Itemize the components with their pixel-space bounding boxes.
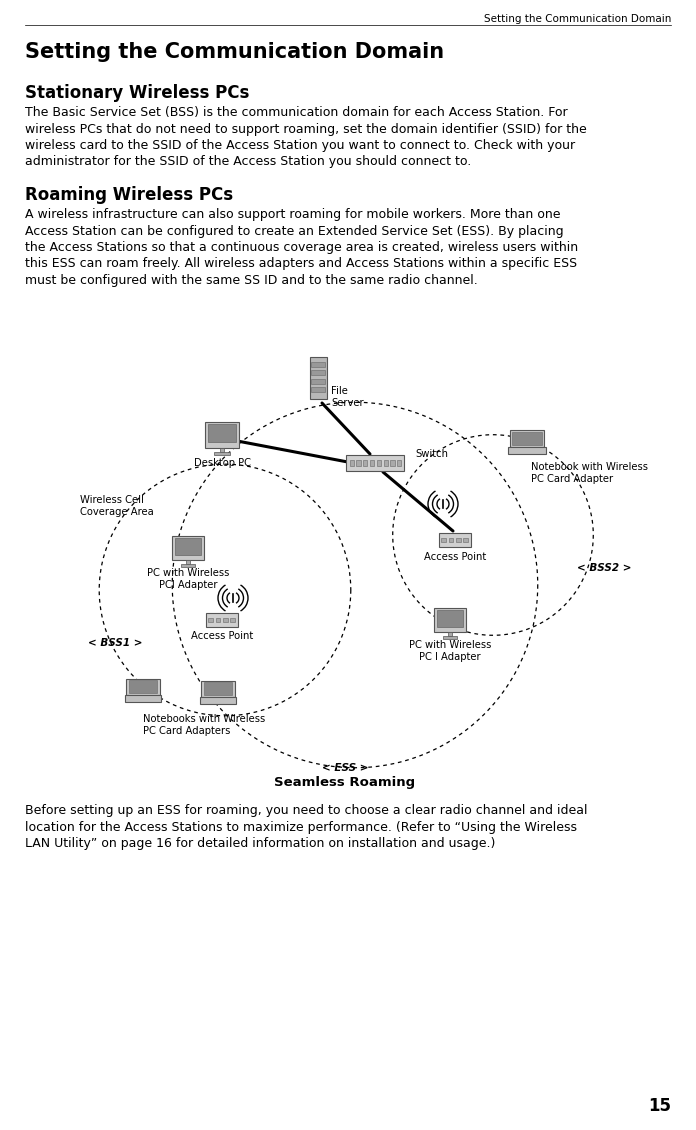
Text: The Basic Service Set (BSS) is the communication domain for each Access Station.: The Basic Service Set (BSS) is the commu…	[25, 106, 568, 119]
Text: PC with Wireless
PC I Adapter: PC with Wireless PC I Adapter	[409, 640, 491, 662]
Bar	[181, 564, 195, 567]
Text: must be configured with the same SS ID and to the same radio channel.: must be configured with the same SS ID a…	[25, 273, 477, 287]
Bar	[356, 460, 361, 466]
Bar	[208, 618, 213, 623]
Text: Stationary Wireless PCs: Stationary Wireless PCs	[25, 84, 249, 102]
Bar	[434, 608, 466, 633]
Text: Before setting up an ESS for roaming, you need to choose a clear radio channel a: Before setting up an ESS for roaming, yo…	[25, 805, 587, 817]
Bar	[441, 538, 446, 542]
Bar	[230, 618, 235, 623]
Text: Desktop PC: Desktop PC	[193, 458, 251, 468]
Bar	[186, 560, 190, 564]
Bar	[443, 636, 457, 638]
Bar	[439, 533, 471, 547]
Bar	[172, 536, 204, 560]
Bar	[456, 538, 461, 542]
Bar	[311, 362, 325, 367]
Bar	[201, 680, 235, 697]
Text: wireless card to the SSID of the Access Station you want to connect to. Check wi: wireless card to the SSID of the Access …	[25, 139, 575, 153]
Text: Access Point: Access Point	[191, 631, 253, 641]
Bar	[311, 371, 325, 375]
Bar	[383, 460, 388, 466]
Text: PC with Wireless
PCI Adapter: PC with Wireless PCI Adapter	[147, 568, 229, 590]
Bar	[346, 455, 404, 471]
Bar	[214, 452, 230, 455]
Bar	[129, 680, 157, 693]
Text: administrator for the SSID of the Access Station you should connect to.: administrator for the SSID of the Access…	[25, 156, 471, 168]
Bar	[175, 538, 201, 555]
Bar	[370, 460, 374, 466]
Text: Access Station can be configured to create an Extended Service Set (ESS). By pla: Access Station can be configured to crea…	[25, 225, 564, 237]
Text: this ESS can roam freely. All wireless adapters and Access Stations within a spe: this ESS can roam freely. All wireless a…	[25, 258, 577, 270]
Bar	[205, 421, 239, 449]
Bar	[216, 618, 221, 623]
Text: Setting the Communication Domain: Setting the Communication Domain	[484, 14, 671, 24]
Text: LAN Utility” on page 16 for detailed information on installation and usage.): LAN Utility” on page 16 for detailed inf…	[25, 837, 496, 850]
Bar	[311, 379, 325, 384]
Text: wireless PCs that do not need to support roaming, set the domain identifier (SSI: wireless PCs that do not need to support…	[25, 122, 587, 136]
Bar	[390, 460, 395, 466]
Bar	[220, 449, 224, 452]
Bar	[310, 357, 326, 399]
Text: A wireless infrastructure can also support roaming for mobile workers. More than: A wireless infrastructure can also suppo…	[25, 208, 560, 221]
Text: Switch: Switch	[415, 449, 448, 459]
Bar	[349, 460, 354, 466]
Bar	[512, 432, 541, 445]
Text: 15: 15	[648, 1097, 671, 1115]
Bar	[449, 538, 453, 542]
Bar	[208, 425, 236, 443]
Bar	[200, 697, 237, 704]
Text: < BSS1 >: < BSS1 >	[88, 638, 143, 647]
Text: Wireless Cell
Coverage Area: Wireless Cell Coverage Area	[80, 495, 154, 518]
Bar	[508, 446, 546, 454]
Text: location for the Access Stations to maximize performance. (Refer to “Using the W: location for the Access Stations to maxi…	[25, 820, 577, 834]
Bar	[377, 460, 381, 466]
Bar	[223, 618, 228, 623]
Bar	[509, 431, 544, 446]
Text: the Access Stations so that a continuous coverage area is created, wireless user: the Access Stations so that a continuous…	[25, 241, 578, 254]
Bar	[204, 683, 232, 695]
Bar	[311, 388, 325, 392]
Bar	[397, 460, 402, 466]
Text: Setting the Communication Domain: Setting the Communication Domain	[25, 42, 444, 62]
Text: Access Point: Access Point	[424, 551, 486, 562]
Text: Notebooks with Wireless
PC Card Adapters: Notebooks with Wireless PC Card Adapters	[143, 714, 265, 737]
Bar	[363, 460, 367, 466]
Text: < ESS >: < ESS >	[322, 763, 368, 773]
Bar	[437, 610, 463, 627]
Text: Roaming Wireless PCs: Roaming Wireless PCs	[25, 186, 233, 205]
Text: File
Server: File Server	[331, 386, 363, 408]
Text: Seamless Roaming: Seamless Roaming	[274, 776, 416, 789]
Text: Notebook with Wireless
PC Card Adapter: Notebook with Wireless PC Card Adapter	[531, 462, 648, 485]
Bar	[448, 633, 452, 636]
Bar	[126, 679, 160, 695]
Bar	[125, 695, 161, 702]
Bar	[206, 612, 238, 627]
Text: < BSS2 >: < BSS2 >	[577, 563, 631, 573]
Bar	[463, 538, 468, 542]
